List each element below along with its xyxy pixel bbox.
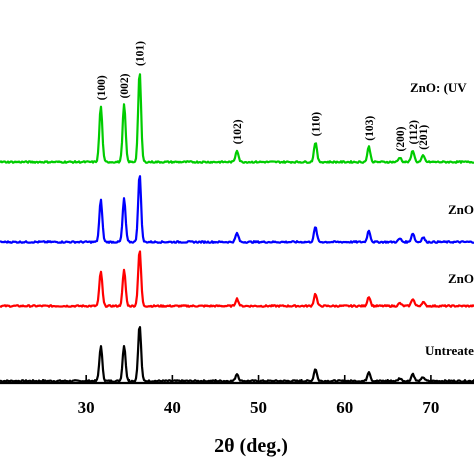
peak-label: (110) [310,112,322,136]
peak-labels-group: (100) (002) (101) (102) (110) (103) (200) (112)… [96,41,430,152]
series-trace [0,73,474,164]
traces-group [0,73,474,383]
series-label: Untreate [425,343,474,358]
x-tick-label: 70 [422,398,439,417]
series-trace [0,175,474,244]
series-labels-group: Untreate ZnO ZnO ZnO: (UV [410,80,474,358]
series-label: ZnO [448,271,474,286]
peak-label: (112) [408,120,420,144]
peak-label: (201) [418,125,430,150]
peak-label: (102) [232,119,244,144]
x-tick-label: 50 [250,398,267,417]
peak-label: (100) [96,75,108,100]
series-label: ZnO: (UV [410,80,467,95]
peak-label: (103) [364,116,376,141]
x-ticks-group: 30 40 50 60 70 [42,375,474,417]
x-tick-label: 60 [336,398,353,417]
x-axis-title: 2θ (deg.) [214,435,288,457]
x-tick-label: 40 [164,398,181,417]
peak-label: (101) [135,41,147,66]
peak-label: (002) [119,73,131,98]
peak-label: (200) [395,126,407,151]
series-label: ZnO [448,202,474,217]
x-tick-label: 30 [78,398,95,417]
series-trace [0,250,474,308]
series-trace [0,326,474,383]
